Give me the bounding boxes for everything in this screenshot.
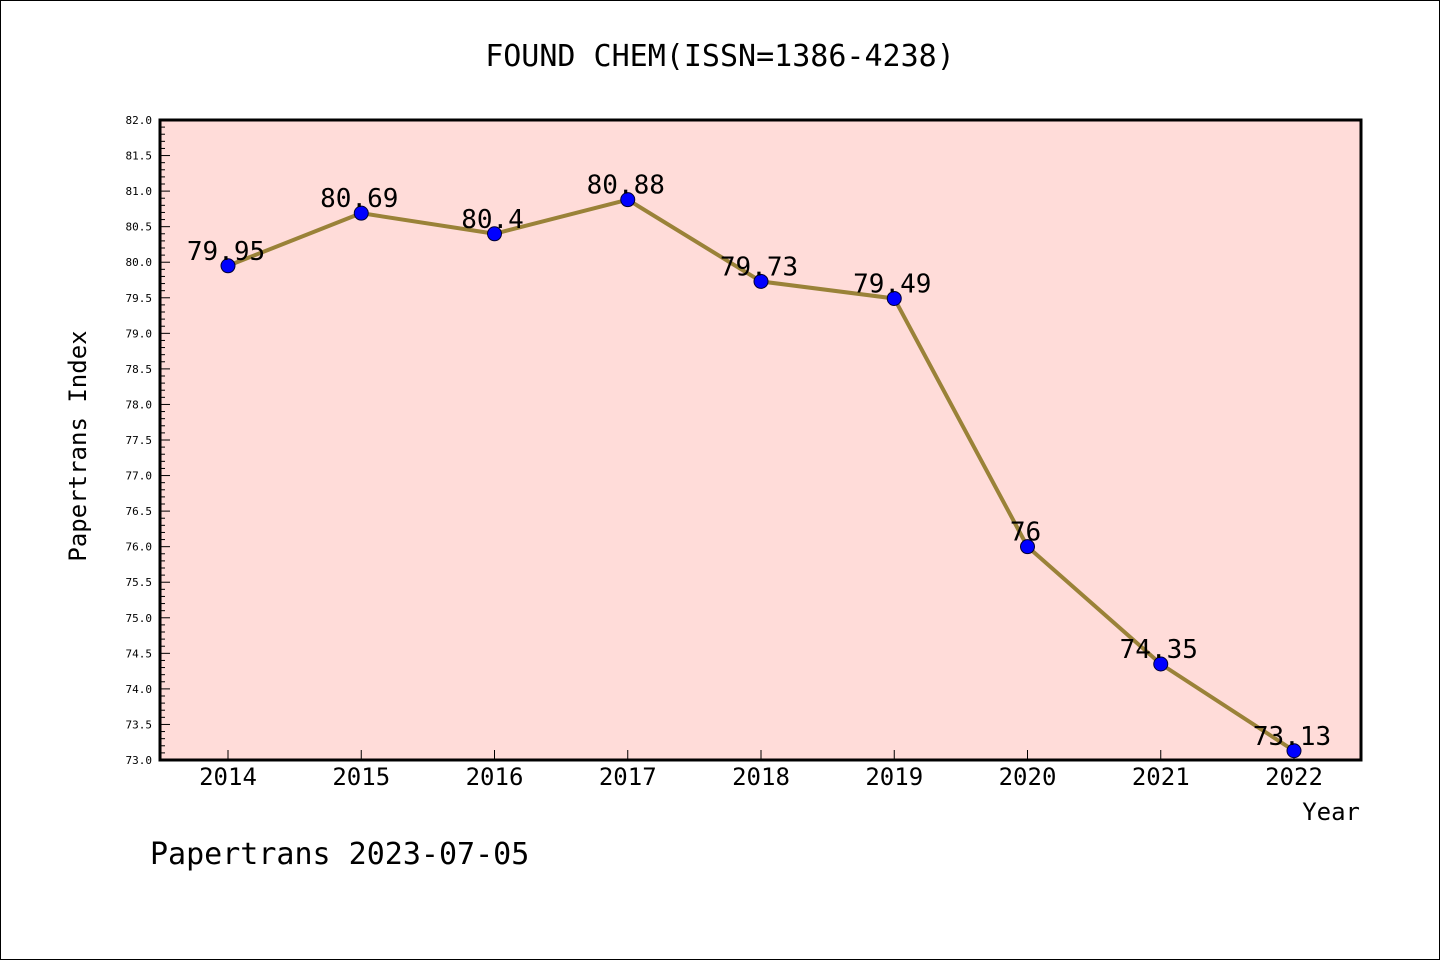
y-tick-label: 80.5 (126, 221, 153, 234)
y-tick-label: 75.0 (126, 612, 153, 625)
x-tick-label: 2022 (1265, 763, 1323, 791)
x-axis-label: Year (1302, 798, 1360, 826)
data-point (753, 273, 769, 289)
data-point (1020, 539, 1035, 555)
y-tick-label: 77.0 (126, 470, 153, 483)
plot-area (158, 118, 1363, 762)
y-tick-label: 73.5 (126, 718, 153, 731)
data-point (620, 192, 636, 208)
data-label: 73.13 (1253, 722, 1331, 752)
y-tick-label: 74.0 (126, 683, 153, 696)
y-tick-label: 79.0 (126, 327, 153, 340)
data-label: 79.95 (187, 237, 265, 267)
y-tick-label: 81.0 (126, 185, 153, 198)
data-point (487, 226, 502, 242)
y-tick-label: 75.5 (126, 576, 153, 589)
data-label: 79.49 (853, 269, 931, 299)
y-tick-label: 73.0 (126, 754, 153, 767)
footer-watermark: Papertrans 2023-07-05 (150, 837, 529, 872)
x-tick-label: 2019 (865, 763, 923, 791)
data-label: 76 (1010, 518, 1041, 548)
x-axis: 2014 2015 2016 2017 2018 2019 2020 2021 2022 (199, 750, 1323, 791)
chart-title: FOUND CHEM(ISSN=1386-4238) (485, 39, 955, 74)
y-axis: 73.0 73.5 74.0 74.5 75.0 75.5 76.0 76.5 77.0 77.5… (126, 114, 170, 767)
data-point (1286, 743, 1302, 759)
y-tick-label: 80.0 (126, 256, 153, 269)
x-tick-label: 2018 (732, 763, 790, 791)
y-tick-label: 82.0 (126, 114, 153, 127)
x-tick-label: 2021 (1132, 763, 1190, 791)
y-tick-label: 74.5 (126, 647, 153, 660)
y-tick-label: 77.5 (126, 434, 153, 447)
data-label: 74.35 (1120, 635, 1198, 665)
y-tick-label: 78.5 (126, 363, 153, 376)
data-point (886, 290, 902, 306)
data-labels-group: 79.95 80.69 80.4 80.88 79.73 79.49 76 74.35 73.1… (187, 171, 1331, 752)
data-label: 80.4 (461, 205, 524, 235)
y-tick-label: 76.0 (126, 541, 153, 554)
x-tick-label: 2017 (599, 763, 657, 791)
x-tick-label: 2014 (199, 763, 257, 791)
data-point (353, 205, 369, 221)
y-tick-label: 78.0 (126, 398, 153, 411)
y-axis-label: Papertrans Index (64, 330, 92, 561)
data-point (220, 258, 236, 274)
y-tick-label: 76.5 (126, 505, 153, 518)
x-tick-label: 2020 (999, 763, 1057, 791)
x-tick-label: 2016 (466, 763, 524, 791)
x-tick-label: 2015 (332, 763, 390, 791)
y-tick-label: 81.5 (126, 150, 153, 163)
data-point (1153, 656, 1169, 672)
series-line-group (220, 192, 1302, 759)
y-tick-label: 79.5 (126, 292, 153, 305)
data-label: 79.73 (720, 252, 798, 282)
data-label: 80.69 (320, 184, 398, 214)
data-label: 80.88 (587, 171, 665, 201)
